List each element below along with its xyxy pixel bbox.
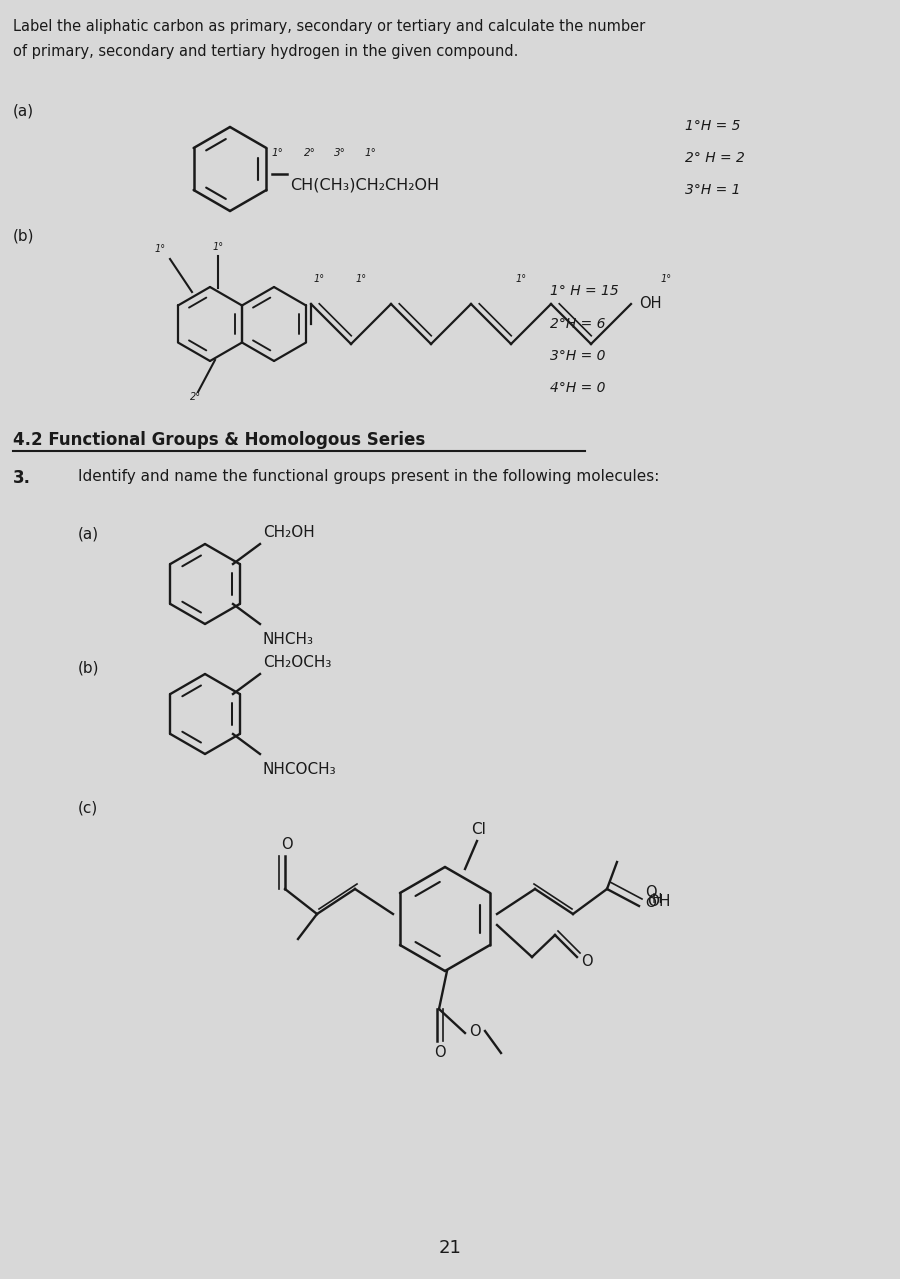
Text: CH₂OH: CH₂OH	[263, 524, 315, 540]
Text: NHCH₃: NHCH₃	[263, 632, 314, 647]
Text: 1° H = 15: 1° H = 15	[550, 284, 619, 298]
Text: (a): (a)	[13, 104, 34, 119]
Text: 21: 21	[438, 1239, 462, 1257]
Text: CH(CH₃)CH₂CH₂OH: CH(CH₃)CH₂CH₂OH	[290, 178, 439, 193]
Text: 1°: 1°	[516, 274, 526, 284]
Text: (c): (c)	[78, 801, 98, 816]
Text: O: O	[645, 897, 656, 909]
Text: (b): (b)	[13, 229, 34, 244]
Text: Label the aliphatic carbon as primary, secondary or tertiary and calculate the n: Label the aliphatic carbon as primary, s…	[13, 19, 645, 35]
Text: (b): (b)	[78, 661, 100, 677]
Text: (a): (a)	[78, 527, 99, 542]
Text: 1°H = 5: 1°H = 5	[685, 119, 741, 133]
Text: 1°: 1°	[661, 274, 671, 284]
Text: Identify and name the functional groups present in the following molecules:: Identify and name the functional groups …	[78, 469, 660, 483]
Text: of primary, secondary and tertiary hydrogen in the given compound.: of primary, secondary and tertiary hydro…	[13, 43, 518, 59]
Text: O: O	[281, 836, 292, 852]
Text: 1°: 1°	[212, 242, 223, 252]
Text: 3°H = 0: 3°H = 0	[550, 349, 606, 363]
Text: 2°: 2°	[191, 391, 202, 402]
Text: O: O	[434, 1045, 446, 1060]
Text: CH₂OCH₃: CH₂OCH₃	[263, 655, 331, 670]
Text: 2° H = 2: 2° H = 2	[685, 151, 745, 165]
Text: 2°H = 6: 2°H = 6	[550, 317, 606, 331]
Text: 3°H = 1: 3°H = 1	[685, 183, 741, 197]
Text: O: O	[469, 1023, 481, 1039]
Text: Cl: Cl	[472, 822, 486, 836]
Text: H: H	[652, 891, 662, 906]
Text: OH: OH	[639, 297, 662, 312]
Text: 1°: 1°	[356, 274, 366, 284]
Text: NHCOCH₃: NHCOCH₃	[263, 762, 337, 778]
Text: 1°: 1°	[364, 148, 376, 159]
Text: 4°H = 0: 4°H = 0	[550, 381, 606, 395]
Text: 4.2 Functional Groups & Homologous Series: 4.2 Functional Groups & Homologous Serie…	[13, 431, 425, 449]
Text: 3.: 3.	[13, 469, 31, 487]
Text: 1°: 1°	[271, 148, 283, 159]
Text: O: O	[645, 885, 657, 900]
Text: OH: OH	[647, 894, 670, 909]
Text: 3°: 3°	[334, 148, 346, 159]
Text: O: O	[581, 954, 592, 968]
Text: 2°: 2°	[304, 148, 316, 159]
Text: 1°: 1°	[155, 244, 166, 255]
Text: 1°: 1°	[313, 274, 325, 284]
